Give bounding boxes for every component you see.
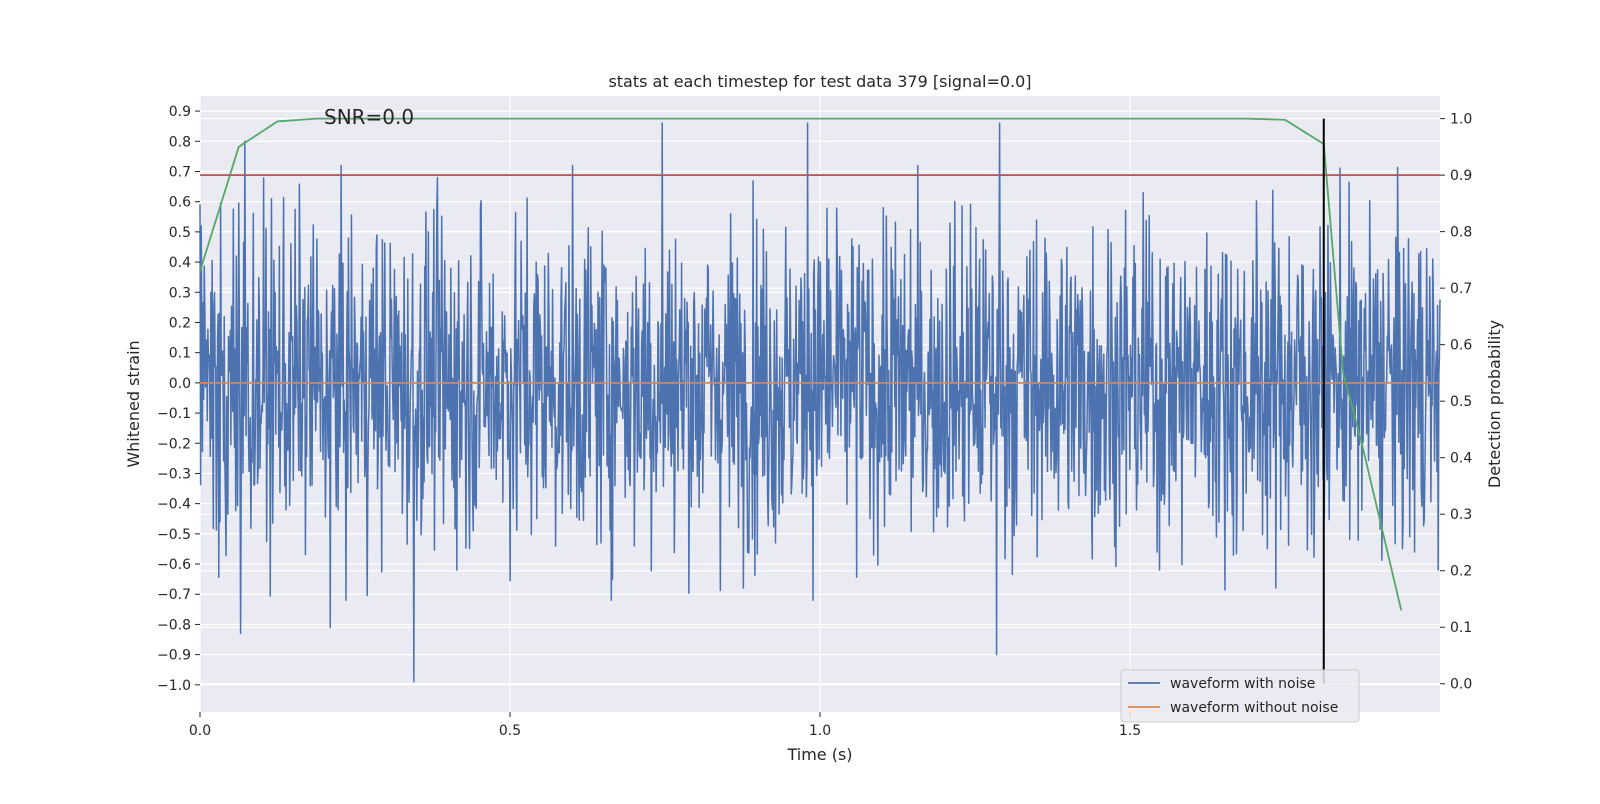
y2-tick-label: 0.6 xyxy=(1450,338,1472,354)
x-axis-label: Time (s) xyxy=(786,745,852,764)
y-tick-label: 0.3 xyxy=(169,285,191,301)
y2-tick-label: 0.3 xyxy=(1450,507,1472,523)
y-tick-label: −0.8 xyxy=(157,617,191,633)
y-tick-label: 0.7 xyxy=(169,164,191,180)
y-tick-label: 0.6 xyxy=(169,195,191,211)
y-tick-label: −0.5 xyxy=(157,527,191,543)
snr-annotation: SNR=0.0 xyxy=(324,105,414,129)
y2-tick-label: 1.0 xyxy=(1450,112,1472,128)
y-tick-label: 0.2 xyxy=(169,315,191,331)
x-tick-label: 1.5 xyxy=(1119,723,1141,739)
y2-tick-label: 0.2 xyxy=(1450,564,1472,580)
y-tick-label: −0.9 xyxy=(157,648,191,664)
axes: 0.0 0.5 1.0 1.5 0.9 0.8 0.7 0.6 0.5 0.4 0.3 0.2 0.1 0… xyxy=(157,104,1472,739)
y2-axis-label: Detection probability xyxy=(1485,320,1504,488)
series-waveform-with-noise xyxy=(199,122,1441,683)
y2-tick-label: 0.8 xyxy=(1450,225,1472,241)
y2-tick-label: 0.9 xyxy=(1450,168,1472,184)
y-tick-label: 0.8 xyxy=(169,134,191,150)
y2-tick-label: 0.4 xyxy=(1450,451,1472,467)
y-tick-label: 0.9 xyxy=(169,104,191,120)
y-axis-label: Whitened strain xyxy=(124,340,143,467)
y-tick-label: −1.0 xyxy=(157,678,191,694)
y-tick-label: −0.3 xyxy=(157,466,191,482)
y-tick-label: 0.1 xyxy=(169,346,191,362)
y2-tick-label: 0.0 xyxy=(1450,677,1472,693)
y2-tick-label: 0.1 xyxy=(1450,620,1472,636)
y-tick-label: −0.1 xyxy=(157,406,191,422)
x-tick-label: 0.0 xyxy=(189,723,211,739)
x-tick-label: 0.5 xyxy=(499,723,521,739)
x-tick-label: 1.0 xyxy=(809,723,831,739)
series-layer xyxy=(199,117,1441,684)
legend-label-noise: waveform with noise xyxy=(1170,676,1315,692)
y-tick-label: 0.5 xyxy=(169,225,191,241)
y-tick-label: 0.0 xyxy=(169,376,191,392)
y-tick-label: −0.7 xyxy=(157,587,191,603)
y2-tick-label: 0.5 xyxy=(1450,394,1472,410)
y-tick-label: 0.4 xyxy=(169,255,191,271)
y-tick-label: −0.4 xyxy=(157,497,191,513)
chart-title: stats at each timestep for test data 379… xyxy=(608,72,1031,91)
y-tick-label: −0.2 xyxy=(157,436,191,452)
series-detection-probability xyxy=(199,117,1403,611)
legend: waveform with noise waveform without noi… xyxy=(1120,669,1360,723)
legend-box xyxy=(1120,669,1360,723)
y2-tick-label: 0.7 xyxy=(1450,281,1472,297)
legend-label-clean: waveform without noise xyxy=(1170,700,1338,716)
y-tick-label: −0.6 xyxy=(157,557,191,573)
